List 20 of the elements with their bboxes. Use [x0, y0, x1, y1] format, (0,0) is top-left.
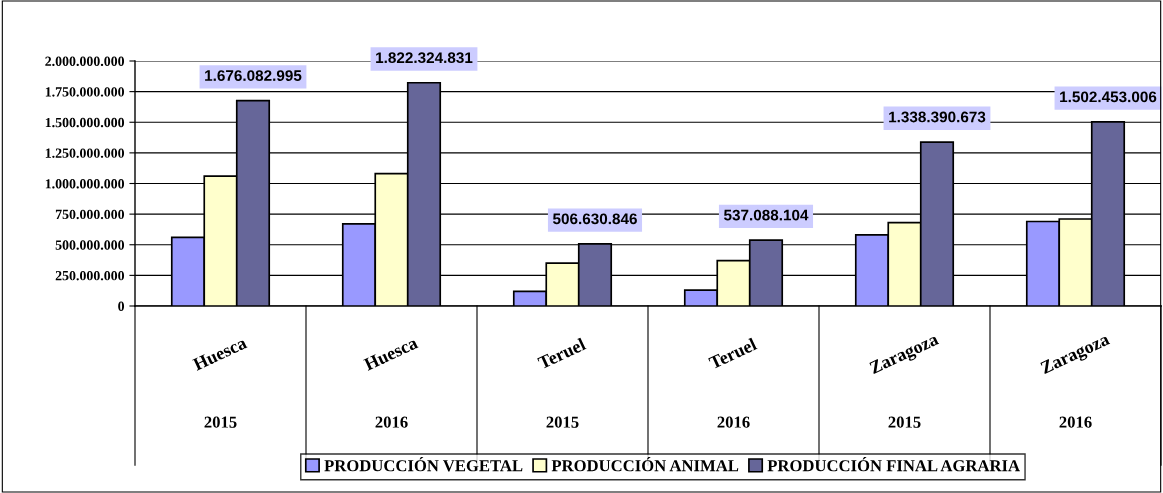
y-tick-label: 500.000.000 — [55, 240, 125, 250]
category-label: Teruel 2016 — [708, 337, 758, 428]
y-tick-label: 1.500.000.000 — [45, 117, 125, 128]
y-tick-label: 0 — [118, 301, 125, 311]
data-label: 537.088.104 — [723, 209, 809, 221]
y-tick-label: 2.000.000.000 — [45, 56, 125, 67]
y-tick-label: 1.000.000.000 — [45, 179, 125, 189]
y-tick-label: 1.750.000.000 — [45, 87, 125, 97]
data-label: 1.502.453.006 — [1060, 91, 1157, 103]
y-tick-label: 750.000.000 — [55, 209, 125, 220]
y-tick-label: 1.250.000.000 — [45, 148, 125, 158]
legend-label: PRODUCCIÓN FINAL AGRARIA — [767, 456, 1020, 472]
data-label: 506.630.846 — [552, 213, 637, 225]
legend-label: PRODUCCIÓN ANIMAL — [551, 456, 739, 472]
data-label: 1.676.082.995 — [205, 70, 302, 81]
y-tick-label: 250.000.000 — [55, 270, 125, 281]
legend-label: PRODUCCIÓN VEGETAL — [324, 456, 523, 472]
data-label: 1.338.390.673 — [889, 111, 986, 123]
category-label: Teruel 2015 — [537, 337, 587, 428]
data-label: 1.822.324.831 — [376, 52, 473, 64]
